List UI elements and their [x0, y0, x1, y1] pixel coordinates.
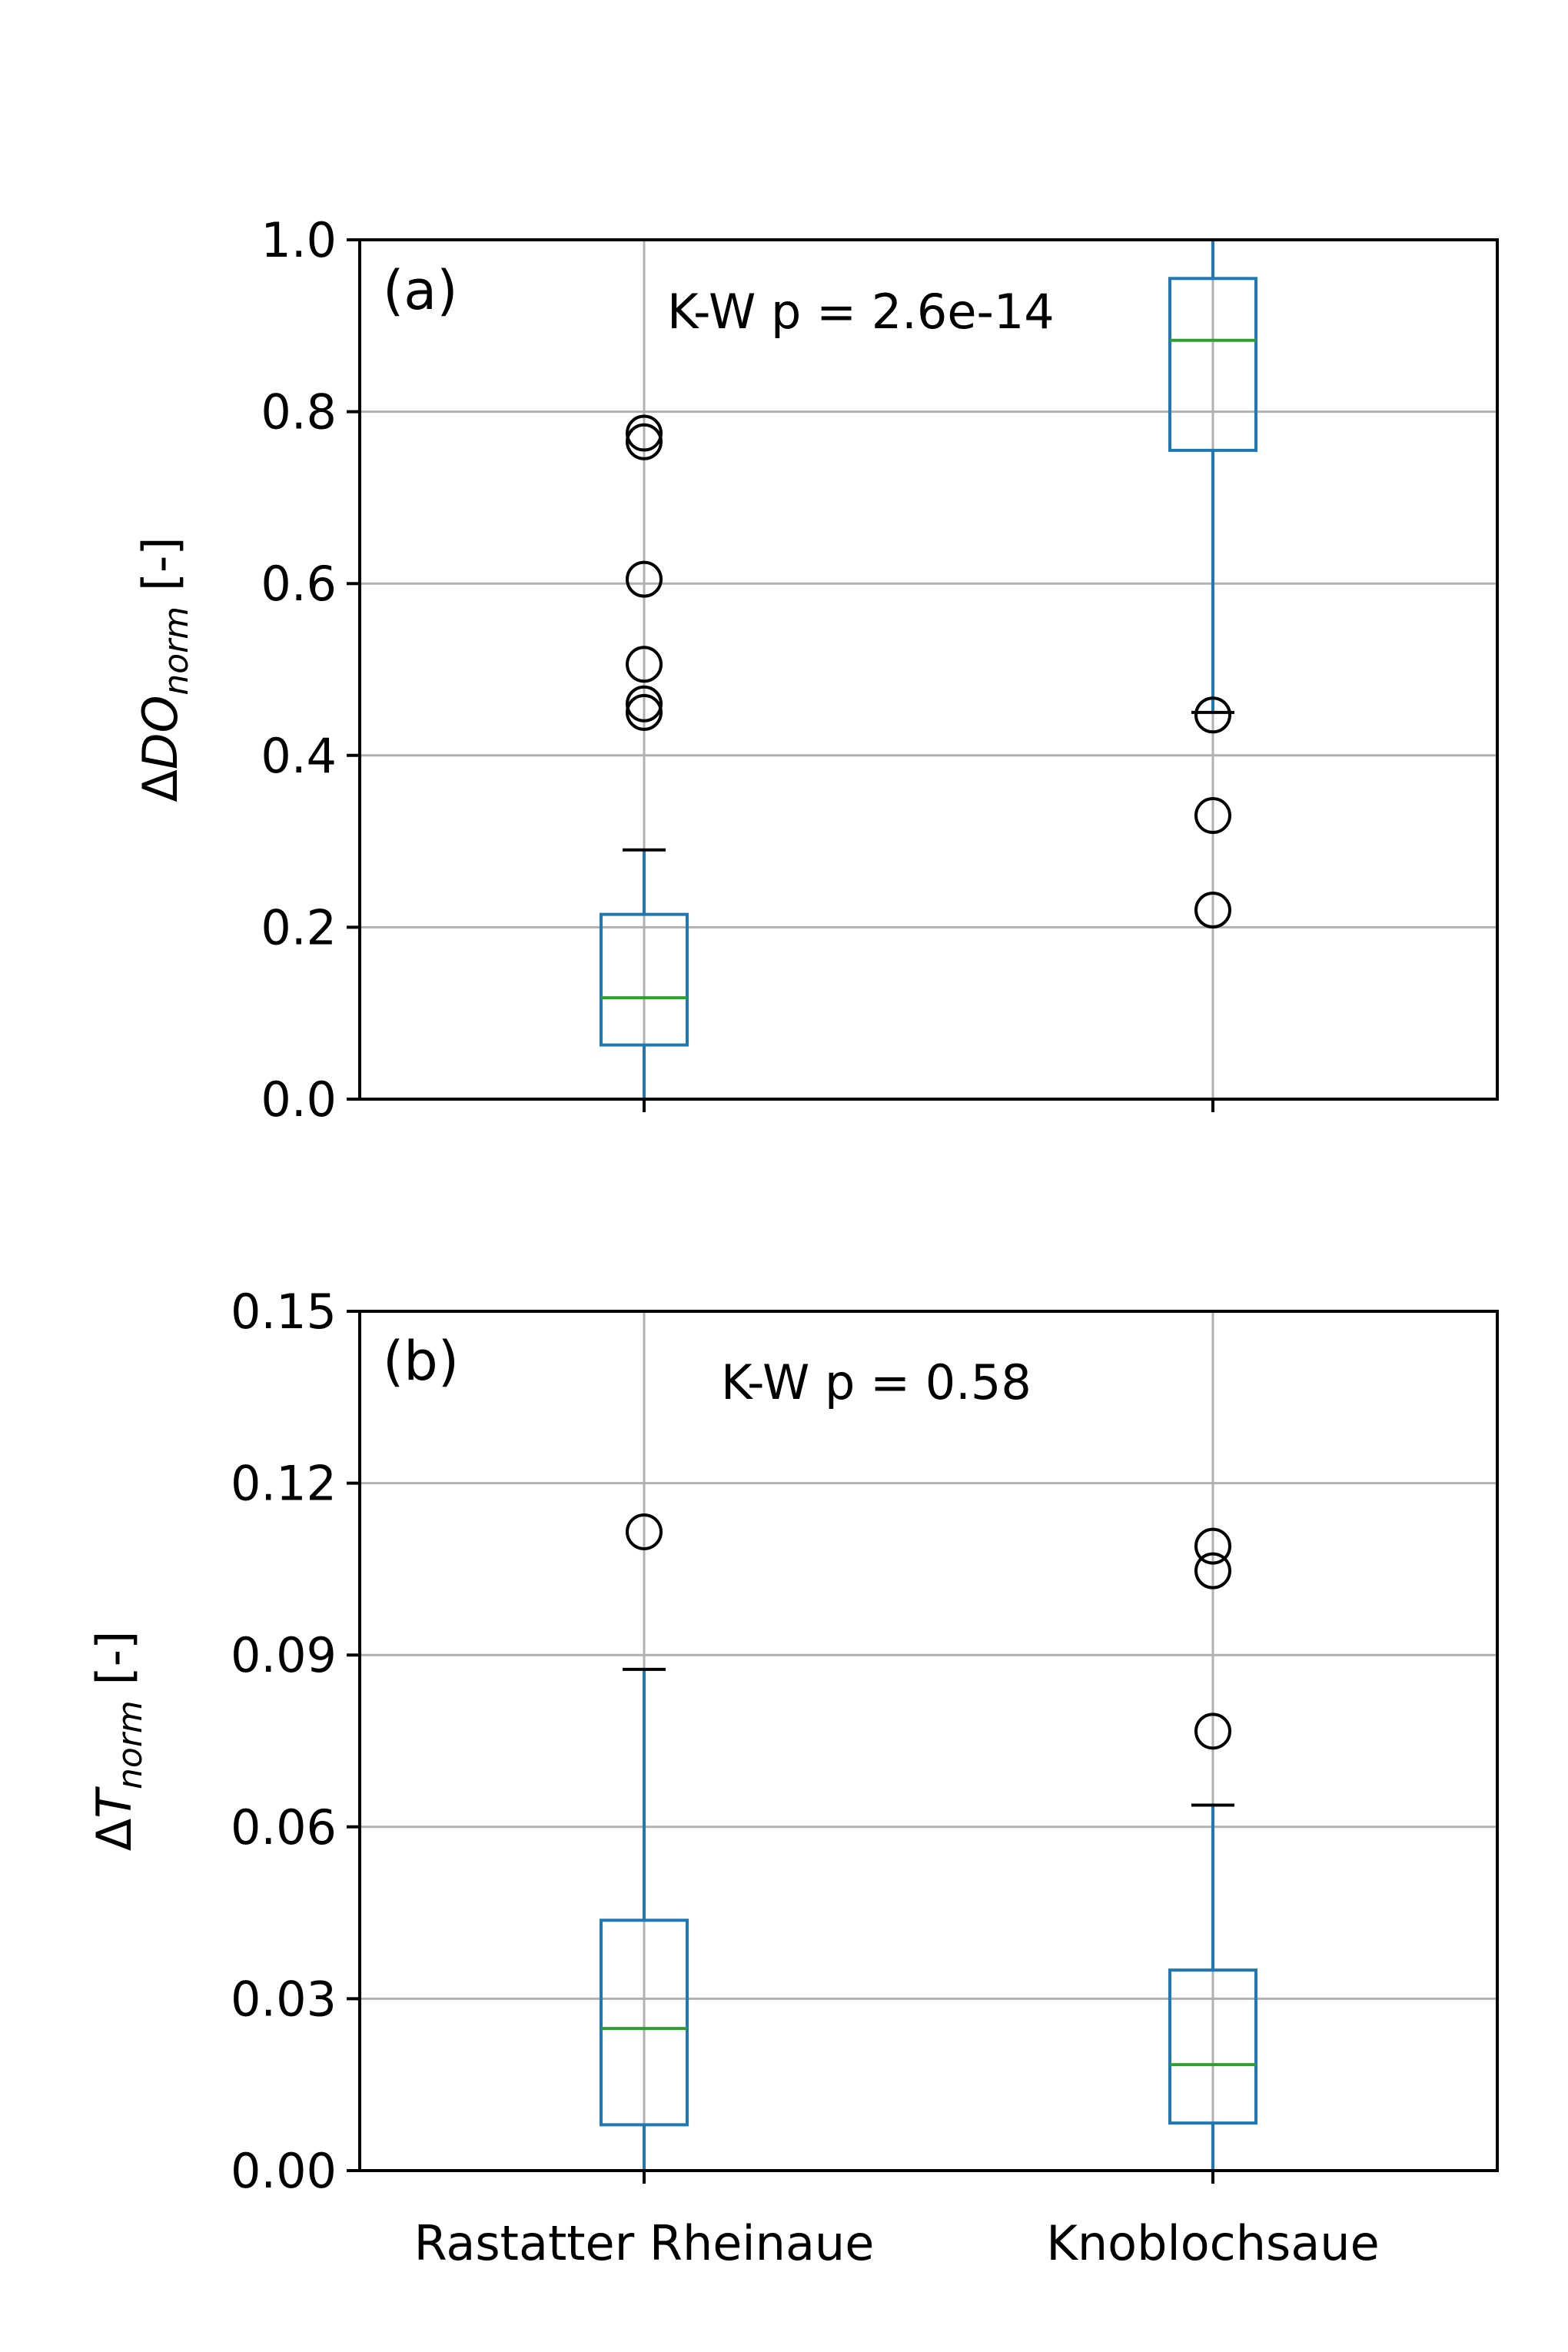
gridlines-b: [360, 1311, 1497, 2171]
outlier-point: [1194, 696, 1231, 734]
boxplots-b: [600, 1513, 1257, 2172]
y-axis-label-b: ΔTnorm [-]: [86, 1631, 150, 1852]
panel-label-a: (a): [383, 259, 458, 322]
plot-frame-b: [358, 1310, 1499, 2172]
y-tick-label: 0.8: [261, 384, 337, 440]
x-category-label: Knoblochsaue: [1046, 2215, 1380, 2271]
x-category-label: Rastatter Rheinaue: [414, 2215, 875, 2271]
annotation-a: K-W p = 2.6e-14: [667, 284, 1055, 340]
outlier-point: [626, 685, 663, 723]
y-tick-label: 1.0: [261, 212, 337, 268]
y-tick-label: 0.00: [231, 2143, 337, 2199]
outlier-point: [626, 693, 663, 731]
plot-frame-a: [358, 238, 1499, 1101]
boxplots-a: [600, 238, 1257, 1101]
iqr-box: [600, 1918, 689, 2127]
outlier-point: [626, 423, 663, 460]
y-tick-label: 0.03: [231, 1971, 337, 2027]
panel-b: 0.00 0.03 0.06 0.09 0.12 0.15 (b) K-W p = 0.5…: [86, 1284, 1499, 2199]
outlier-point: [626, 1513, 663, 1550]
gridlines-a: [360, 240, 1497, 1099]
outlier-point: [626, 560, 663, 598]
y-tick-label: 0.2: [261, 899, 337, 955]
y-tick-label: 0.4: [261, 728, 337, 784]
iqr-box: [1168, 1968, 1257, 2125]
y-tick-label: 0.15: [231, 1284, 337, 1340]
y-tick-label: 0.0: [261, 1071, 337, 1128]
panel-a: 0.0 0.2 0.4 0.6 0.8 1.0 (a) K-W p = 2.6e-14 Δ…: [132, 212, 1499, 1128]
outlier-point: [626, 646, 663, 683]
panel-label-b: (b): [383, 1330, 459, 1393]
xticks-b: [643, 2171, 1214, 2184]
outlier-point: [1194, 1552, 1231, 1590]
boxplot-rastatter-rheinaue: [600, 414, 689, 1101]
outlier-point: [626, 414, 663, 452]
outlier-point: [1194, 1713, 1231, 1750]
boxplot-knoblochsaue: [1168, 238, 1257, 929]
category-labels: Rastatter Rheinaue Knoblochsaue: [414, 2215, 1380, 2271]
boxplot-knoblochsaue: [1168, 1527, 1257, 2172]
y-axis-label-a: ΔDOnorm [-]: [132, 537, 196, 802]
xticks-a: [643, 1099, 1214, 1112]
y-tick-label: 0.06: [231, 1799, 337, 1855]
annotation-b: K-W p = 0.58: [721, 1354, 1031, 1410]
y-tick-label: 0.12: [231, 1456, 337, 1512]
outlier-point: [1194, 1527, 1231, 1565]
y-tick-label: 0.6: [261, 556, 337, 612]
outlier-point: [1194, 892, 1231, 929]
y-tick-label: 0.09: [231, 1627, 337, 1683]
yticks-a: 0.0 0.2 0.4 0.6 0.8 1.0: [261, 212, 360, 1128]
yticks-b: 0.00 0.03 0.06 0.09 0.12 0.15: [231, 1284, 360, 2199]
outlier-point: [1194, 797, 1231, 835]
iqr-box: [600, 912, 689, 1047]
iqr-box: [1168, 277, 1257, 452]
